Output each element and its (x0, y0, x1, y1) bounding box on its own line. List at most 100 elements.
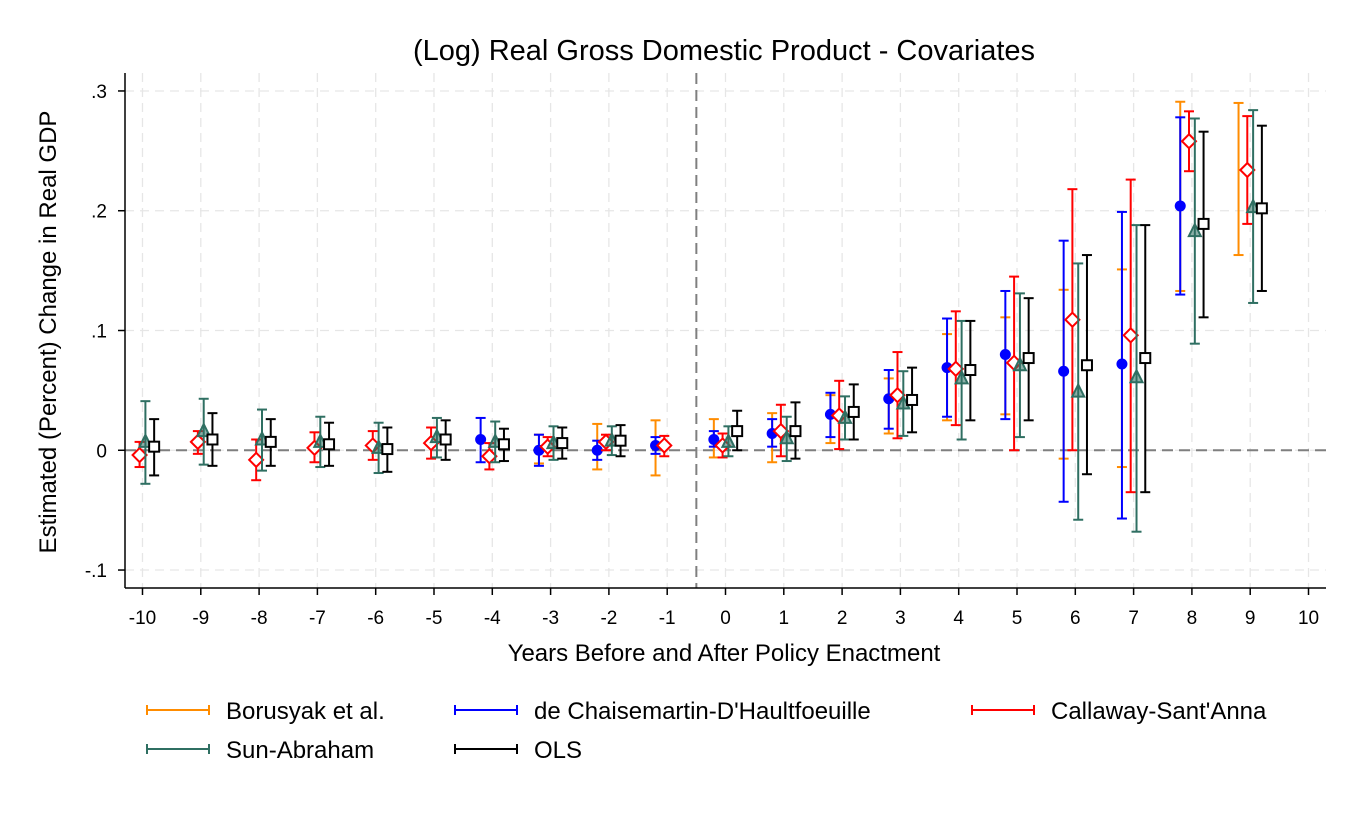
series-de-chaisemartin-d-haultfoeuille (475, 116, 1186, 520)
diamond-marker (189, 433, 207, 451)
square-marker (264, 435, 277, 448)
series-sun-abraham (137, 109, 1261, 533)
circle-marker (708, 433, 720, 445)
diamond-marker (131, 446, 148, 464)
data-point (1174, 116, 1186, 296)
data-point (206, 412, 219, 467)
circle-marker (475, 433, 487, 445)
x-tick-label: -2 (600, 608, 617, 629)
square-marker (497, 438, 510, 451)
x-tick-label: 7 (1128, 608, 1139, 629)
data-point (1238, 115, 1256, 225)
x-tick-label: -4 (484, 608, 501, 629)
triangle-marker (1070, 382, 1086, 398)
legend-label: Borusyak et al. (226, 698, 385, 725)
triangle-marker (1012, 355, 1028, 372)
x-tick-label: 4 (953, 608, 964, 629)
square-marker (789, 425, 802, 438)
square-marker (1080, 359, 1093, 372)
diamond-marker (947, 360, 965, 378)
x-tick-label: 5 (1012, 608, 1023, 629)
circle-marker (1116, 358, 1128, 370)
data-point (1063, 188, 1081, 452)
circle-marker (650, 439, 662, 451)
data-point (650, 436, 662, 455)
square-marker (906, 393, 919, 406)
data-point (264, 418, 277, 467)
data-point (1128, 224, 1145, 533)
data-point (614, 424, 627, 458)
data-point (1058, 239, 1070, 503)
diamond-marker (889, 386, 906, 404)
legend-item: Sun-Abraham (146, 737, 374, 764)
data-point (533, 433, 545, 467)
data-point (720, 425, 737, 458)
y-tick-label: .3 (91, 82, 107, 103)
data-point (1012, 292, 1028, 439)
x-tick-label: -1 (659, 608, 676, 629)
data-point (1070, 262, 1086, 521)
square-marker (206, 433, 219, 446)
triangle-marker (779, 429, 795, 445)
plot-area: -10 -9 -8 -7 -6 -5 -4 -3 -2 -1 0 1 2 3 4 5 6 7 8 9 10-.10.1.… (85, 73, 1326, 629)
square-marker (847, 405, 860, 418)
data-point (439, 419, 452, 461)
legend-label: Callaway-Sant'Anna (1051, 698, 1267, 725)
data-point (1233, 101, 1244, 257)
circle-marker (999, 348, 1011, 360)
diamond-marker (1238, 161, 1256, 179)
x-tick-label: 10 (1298, 608, 1319, 629)
legend: Borusyak et al. de Chaisemartin-D'Haultfo… (146, 698, 1267, 764)
data-point (1255, 124, 1268, 292)
data-point (947, 310, 965, 427)
data-point (148, 418, 161, 477)
circle-marker (1174, 200, 1186, 212)
legend-item: de Chaisemartin-D'Haultfoeuille (454, 698, 871, 725)
chart-title: (Log) Real Gross Domestic Product - Cova… (413, 35, 1035, 67)
data-point (731, 409, 744, 452)
data-point (381, 426, 394, 473)
data-point (1197, 130, 1210, 319)
data-point (1080, 254, 1093, 476)
diamond-marker (1180, 132, 1198, 150)
diamond-marker (247, 451, 265, 469)
x-tick-label: -10 (129, 608, 156, 629)
data-point (954, 319, 970, 441)
y-tick-label: .2 (91, 202, 107, 223)
data-point (323, 421, 336, 467)
square-marker (731, 425, 744, 438)
data-point (1187, 117, 1203, 345)
square-marker (1197, 217, 1210, 230)
square-marker (614, 434, 627, 447)
data-point (1139, 224, 1152, 494)
data-point (196, 397, 212, 466)
data-point (824, 391, 836, 439)
x-tick-label: 8 (1187, 608, 1198, 629)
legend-item: OLS (454, 737, 582, 764)
circle-marker (1058, 365, 1070, 377)
legend-item: Callaway-Sant'Anna (971, 698, 1267, 725)
data-point (1180, 110, 1198, 173)
data-point (1116, 210, 1128, 520)
x-tick-label: 1 (779, 608, 790, 629)
y-tick-label: .1 (91, 322, 107, 343)
x-tick-label: -3 (542, 608, 559, 629)
x-tick-label: -7 (309, 608, 326, 629)
series-callaway-sant-anna (131, 110, 1256, 494)
data-point (941, 317, 953, 418)
data-point (789, 401, 802, 460)
square-marker (323, 438, 336, 451)
diamond-marker (1122, 326, 1140, 344)
square-marker (381, 443, 394, 456)
x-tick-label: 6 (1070, 608, 1081, 629)
data-point (556, 426, 569, 460)
x-tick-label: -9 (192, 608, 209, 629)
triangle-marker (1187, 221, 1203, 238)
series-ols (148, 124, 1268, 494)
data-point (312, 415, 328, 469)
x-axis-label: Years Before and After Policy Enactment (508, 640, 941, 667)
square-marker (1022, 352, 1035, 365)
diamond-marker (480, 447, 498, 465)
square-marker (148, 440, 161, 453)
